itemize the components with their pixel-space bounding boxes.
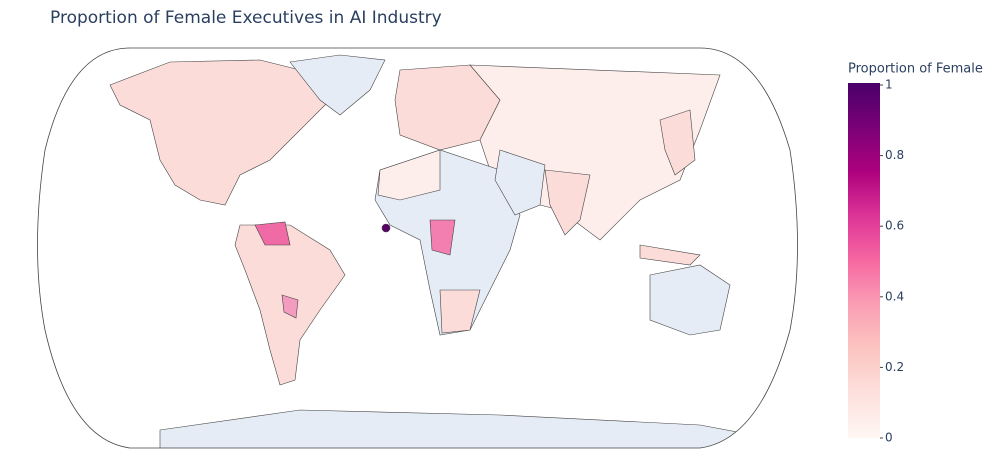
colorbar-tick-label: 0.2 [885, 360, 904, 374]
land [159, 409, 781, 448]
colorbar-tick-label: 1 [885, 78, 893, 92]
colorbar [848, 83, 880, 438]
colorbar-tick-label: 0.8 [885, 148, 904, 162]
map [109, 54, 781, 448]
land [649, 264, 731, 336]
colorbar-tick-label: 0.4 [885, 289, 904, 303]
land [494, 149, 546, 216]
land [381, 223, 391, 233]
map-frame [37, 47, 798, 449]
land [429, 219, 456, 256]
land [281, 294, 299, 319]
chart-title: Proportion of Female Executives in AI In… [50, 8, 442, 28]
land [659, 109, 696, 176]
land [639, 244, 701, 266]
land [439, 289, 481, 334]
land [544, 169, 591, 236]
colorbar-title: Proportion of Female [848, 62, 983, 77]
land [377, 149, 441, 201]
land [254, 221, 291, 246]
land [289, 54, 386, 116]
colorbar-tick-label: 0.6 [885, 219, 904, 233]
land [109, 59, 331, 206]
colorbar-tick-label: 0 [885, 431, 893, 445]
